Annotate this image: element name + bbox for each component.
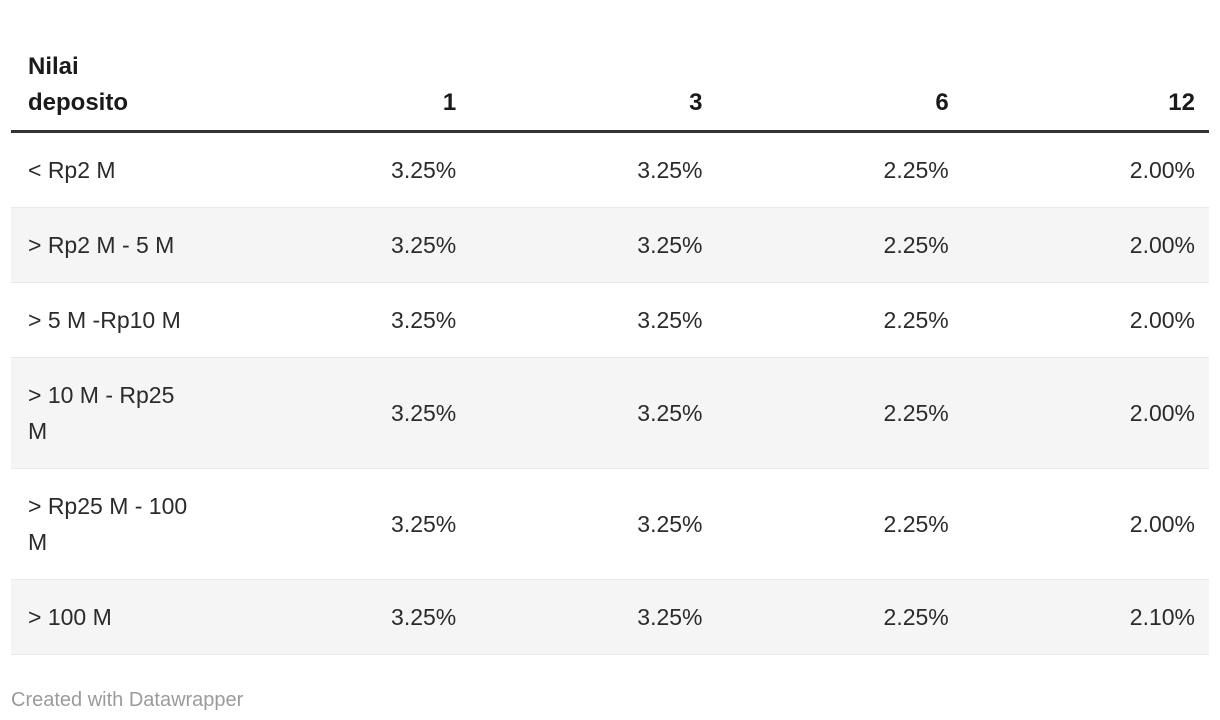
rate-cell: 2.25% <box>883 400 949 426</box>
rate-cell: 2.00% <box>1129 232 1195 258</box>
rate-cell: 3.25% <box>637 232 703 258</box>
table-body: < Rp2 M 3.25% 3.25% 2.25% 2.00% > Rp2 M … <box>11 132 1209 655</box>
table-row: > 100 M 3.25% 3.25% 2.25% 2.10% <box>11 579 1209 655</box>
rate-cell: 3.25% <box>391 232 457 258</box>
rate-cell: 2.25% <box>883 157 949 183</box>
header-cell-tenor-1: 1 <box>224 20 471 133</box>
rate-cell: 3.25% <box>637 307 703 333</box>
rate-cell: 3.25% <box>391 604 457 630</box>
rate-cell: 2.25% <box>883 604 949 630</box>
table-header: Nilai deposito 1 3 6 12 <box>11 20 1209 133</box>
rate-cell: 2.00% <box>1129 307 1195 333</box>
row-label: > Rp2 M - 5 M <box>28 232 175 258</box>
table-row: > 10 M - Rp25 M 3.25% 3.25% 2.25% 2.00% <box>11 357 1209 469</box>
rate-cell: 2.00% <box>1129 511 1195 537</box>
rate-cell: 2.25% <box>883 511 949 537</box>
table-row: > Rp2 M - 5 M 3.25% 3.25% 2.25% 2.00% <box>11 207 1209 283</box>
row-label: > 100 M <box>28 604 112 630</box>
header-cell-tenor-6: 6 <box>716 20 963 133</box>
row-label: > Rp25 M - 100 M <box>28 493 188 555</box>
table-row: > Rp25 M - 100 M 3.25% 3.25% 2.25% 2.00% <box>11 469 1209 580</box>
header-cell-nilai-deposito: Nilai deposito <box>11 20 224 133</box>
datawrapper-attribution-link[interactable]: Created with Datawrapper <box>11 689 244 711</box>
rate-cell: 3.25% <box>637 400 703 426</box>
rate-cell: 3.25% <box>637 604 703 630</box>
rate-cell: 3.25% <box>391 400 457 426</box>
table-row: < Rp2 M 3.25% 3.25% 2.25% 2.00% <box>11 132 1209 208</box>
row-label: > 5 M -Rp10 M <box>28 307 181 333</box>
deposit-rate-table: Nilai deposito 1 3 6 12 < Rp2 M 3.25% 3.… <box>11 20 1209 655</box>
rate-cell: 3.25% <box>637 511 703 537</box>
table-row: > 5 M -Rp10 M 3.25% 3.25% 2.25% 2.00% <box>11 283 1209 358</box>
rate-cell: 3.25% <box>391 157 457 183</box>
row-label: > 10 M - Rp25 M <box>28 382 175 444</box>
rate-cell: 3.25% <box>391 307 457 333</box>
rate-cell: 3.25% <box>637 157 703 183</box>
row-label: < Rp2 M <box>28 157 116 183</box>
rate-cell: 2.00% <box>1129 157 1195 183</box>
rate-cell: 2.25% <box>883 232 949 258</box>
header-cell-tenor-12: 12 <box>962 20 1209 133</box>
header-row: Nilai deposito 1 3 6 12 <box>11 20 1209 133</box>
rate-cell: 3.25% <box>391 511 457 537</box>
rate-cell: 2.00% <box>1129 400 1195 426</box>
rate-cell: 2.25% <box>883 307 949 333</box>
rate-cell: 2.10% <box>1129 604 1195 630</box>
header-cell-tenor-3: 3 <box>470 20 717 133</box>
